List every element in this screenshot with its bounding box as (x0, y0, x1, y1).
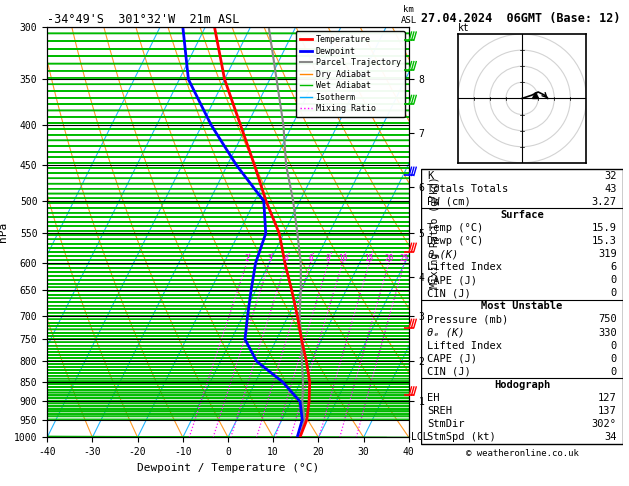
Text: 0: 0 (610, 354, 616, 364)
Text: 0: 0 (610, 288, 616, 298)
Text: km
ASL: km ASL (401, 5, 417, 25)
Text: PW (cm): PW (cm) (428, 197, 471, 207)
Text: -34°49'S  301°32'W  21m ASL: -34°49'S 301°32'W 21m ASL (47, 13, 240, 26)
Text: 15: 15 (365, 254, 374, 263)
Text: 2: 2 (245, 254, 249, 263)
Text: 34: 34 (604, 432, 616, 442)
Text: 20: 20 (384, 254, 393, 263)
Text: Pressure (mb): Pressure (mb) (428, 314, 509, 325)
Text: StmDir: StmDir (428, 419, 465, 429)
Text: 330: 330 (598, 328, 616, 337)
Text: Lifted Index: Lifted Index (428, 262, 503, 272)
Text: 750: 750 (598, 314, 616, 325)
Text: 43: 43 (604, 184, 616, 194)
Text: StmSpd (kt): StmSpd (kt) (428, 432, 496, 442)
Text: Lifted Index: Lifted Index (428, 341, 503, 350)
Text: 302°: 302° (592, 419, 616, 429)
Text: 0: 0 (610, 367, 616, 377)
Text: K: K (428, 171, 434, 181)
Text: CAPE (J): CAPE (J) (428, 275, 477, 285)
Text: Most Unstable: Most Unstable (481, 301, 563, 312)
Text: 3: 3 (267, 254, 272, 263)
Text: CIN (J): CIN (J) (428, 367, 471, 377)
Text: © weatheronline.co.uk: © weatheronline.co.uk (465, 449, 579, 458)
X-axis label: Dewpoint / Temperature (°C): Dewpoint / Temperature (°C) (137, 463, 319, 473)
Text: θₑ (K): θₑ (K) (428, 328, 465, 337)
Text: 27.04.2024  06GMT (Base: 12): 27.04.2024 06GMT (Base: 12) (421, 12, 621, 25)
Text: Temp (°C): Temp (°C) (428, 223, 484, 233)
Text: 10: 10 (338, 254, 347, 263)
Text: CAPE (J): CAPE (J) (428, 354, 477, 364)
Text: 127: 127 (598, 393, 616, 403)
Text: CIN (J): CIN (J) (428, 288, 471, 298)
Text: EH: EH (428, 393, 440, 403)
Text: Totals Totals: Totals Totals (428, 184, 509, 194)
Y-axis label: Mixing Ratio (g/kg): Mixing Ratio (g/kg) (430, 176, 440, 288)
Text: SREH: SREH (428, 406, 452, 416)
Y-axis label: hPa: hPa (0, 222, 8, 242)
Text: Dewp (°C): Dewp (°C) (428, 236, 484, 246)
Text: LCL: LCL (411, 433, 428, 442)
Text: 15.3: 15.3 (592, 236, 616, 246)
Text: 25: 25 (399, 254, 409, 263)
Text: 32: 32 (604, 171, 616, 181)
Legend: Temperature, Dewpoint, Parcel Trajectory, Dry Adiabat, Wet Adiabat, Isotherm, Mi: Temperature, Dewpoint, Parcel Trajectory… (296, 31, 404, 117)
Text: 6: 6 (308, 254, 313, 263)
Text: 319: 319 (598, 249, 616, 259)
Text: θₑ(K): θₑ(K) (428, 249, 459, 259)
Text: Surface: Surface (500, 210, 544, 220)
Text: 3.27: 3.27 (592, 197, 616, 207)
Text: 0: 0 (610, 275, 616, 285)
Text: 8: 8 (326, 254, 331, 263)
Text: 4: 4 (284, 254, 288, 263)
Text: Hodograph: Hodograph (494, 380, 550, 390)
Text: kt: kt (458, 23, 469, 33)
Text: 6: 6 (610, 262, 616, 272)
Text: 137: 137 (598, 406, 616, 416)
Text: 15.9: 15.9 (592, 223, 616, 233)
Text: 0: 0 (610, 341, 616, 350)
